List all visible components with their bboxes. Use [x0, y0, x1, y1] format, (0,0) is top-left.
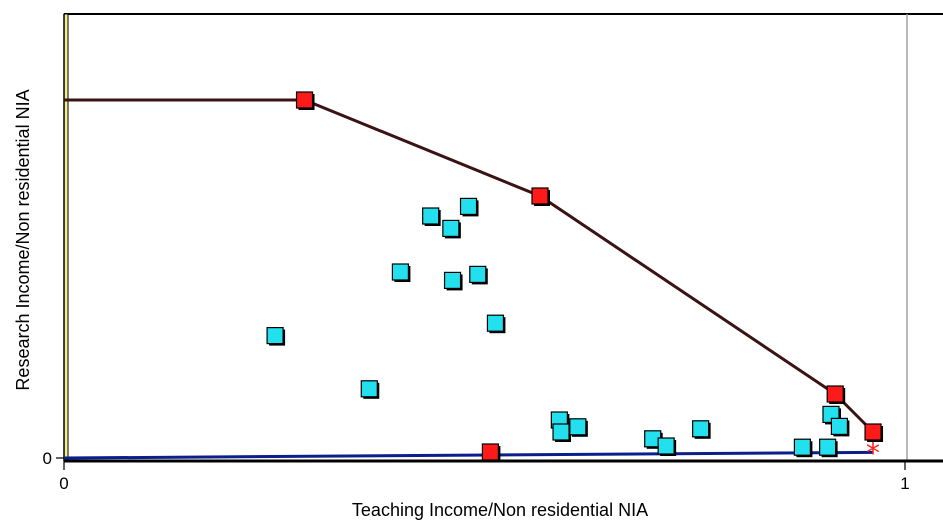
efficient-point — [531, 187, 551, 206]
inefficient-point — [692, 420, 711, 439]
inefficient-point — [391, 263, 411, 282]
x-tick-label: 0 — [59, 474, 68, 493]
inefficient-point — [422, 207, 441, 226]
efficient-point — [295, 91, 315, 110]
baseline-line — [63, 450, 874, 460]
inefficient-point — [360, 380, 380, 399]
inefficient-point — [266, 327, 286, 346]
inefficient-point — [443, 271, 463, 291]
efficient-point — [826, 385, 846, 404]
efficient-point — [864, 423, 884, 442]
frontier-layer — [64, 98, 875, 434]
y-axis-label: Research Income/Non residential NIA — [13, 89, 33, 390]
inefficient-point — [442, 219, 461, 239]
inefficient-point — [552, 423, 572, 442]
baseline-layer — [63, 450, 874, 460]
inefficient-point — [657, 437, 677, 456]
inefficient-point — [459, 197, 479, 217]
x-tick-label: 1 — [900, 474, 909, 493]
ticks-layer: 0 1 0 — [43, 449, 910, 493]
y-tick-label: 0 — [43, 449, 52, 468]
efficient-point — [481, 443, 501, 462]
frontier-line — [64, 98, 875, 434]
points-layer: * — [266, 91, 884, 469]
x-axis-label: Teaching Income/Non residential NIA — [352, 500, 648, 520]
inefficient-point — [819, 438, 838, 458]
inefficient-point — [793, 438, 813, 458]
target-marker: * — [866, 436, 880, 469]
inefficient-point — [569, 418, 588, 437]
inefficient-point — [469, 265, 488, 285]
inefficient-point — [830, 417, 850, 437]
inefficient-point — [486, 314, 506, 334]
